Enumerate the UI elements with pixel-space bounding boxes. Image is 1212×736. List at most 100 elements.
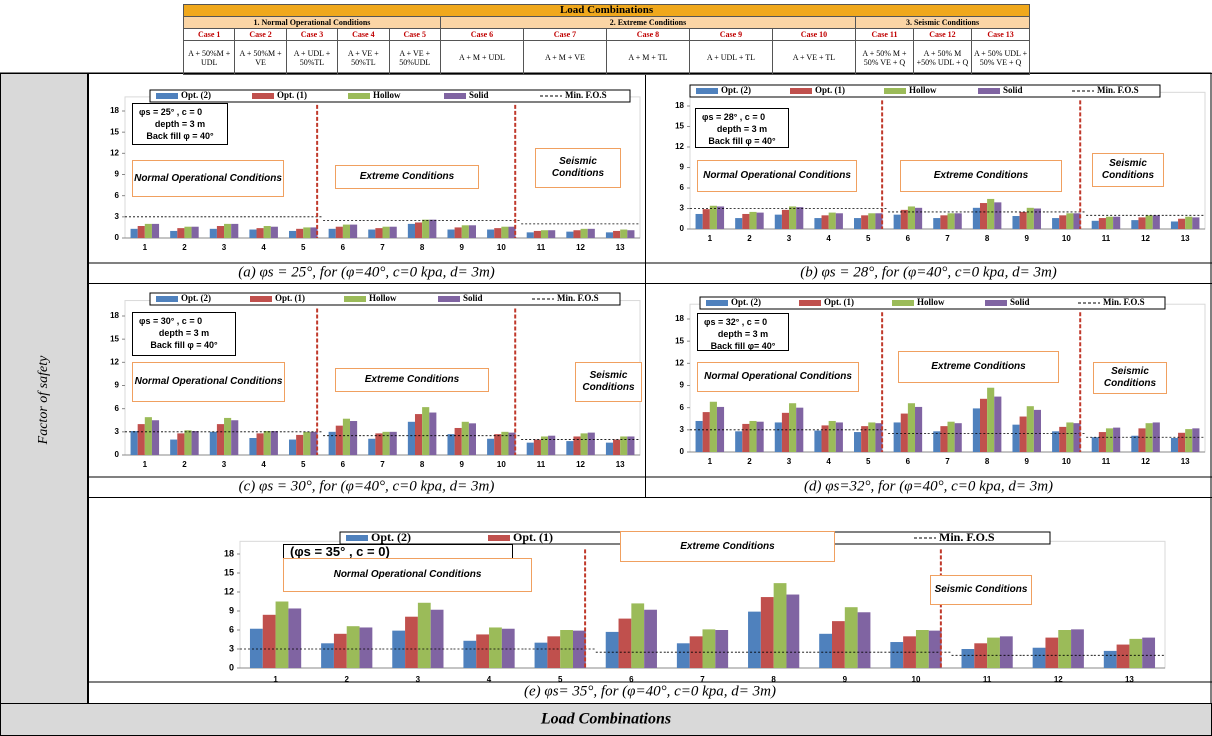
bar (933, 431, 941, 452)
y-tick-label: 15 (224, 567, 234, 577)
bar (987, 637, 1000, 668)
x-tick-label: 13 (616, 460, 625, 469)
bar (461, 225, 469, 238)
bar (702, 412, 710, 452)
parameter: Back fill φ= 40° (710, 341, 776, 351)
bar (1033, 409, 1041, 452)
bar (1032, 647, 1046, 668)
bar (534, 642, 548, 668)
bar (861, 215, 869, 229)
y-tick-label: 15 (675, 336, 684, 345)
bar (1192, 428, 1200, 452)
bar (972, 207, 980, 229)
bar (414, 414, 423, 455)
case-row: Case 1 Case 2 Case 3 Case 4 Case 5 Case 6 Case… (182, 28, 1031, 41)
bar (1129, 638, 1143, 668)
bar (933, 218, 941, 229)
desc-row: A + 50%M + UDL A + 50%M + VE A + UDL + 50%… (182, 40, 1031, 75)
region-label: Seismic Conditions (575, 362, 642, 402)
bar (716, 206, 725, 229)
bar (184, 226, 192, 238)
bar (487, 229, 495, 238)
x-tick-label: 9 (1025, 234, 1030, 243)
bar (1033, 208, 1041, 229)
region-label: Seismic Conditions (1093, 362, 1167, 394)
case-description: A + M + UDL (439, 40, 524, 75)
title-row: Load Combinations (182, 4, 1031, 17)
legend-swatch (344, 296, 366, 302)
legend-label: Hollow (373, 90, 401, 100)
case-label: Case 4 (337, 28, 390, 41)
x-tick-label: 3 (416, 675, 421, 684)
bar (501, 226, 509, 238)
bar (1178, 432, 1186, 452)
case-label: Case 3 (285, 28, 339, 41)
bar (447, 434, 455, 455)
bar (994, 396, 1002, 452)
bar (335, 226, 343, 238)
bar (249, 438, 257, 455)
legend-label: Solid (463, 293, 483, 303)
bar (417, 602, 431, 668)
x-tick-label: 2 (345, 675, 350, 684)
bar (715, 630, 729, 668)
y-tick-label: 9 (115, 381, 120, 390)
bar (414, 222, 423, 238)
x-tick-label: 10 (1062, 457, 1071, 466)
bar (1105, 428, 1114, 452)
bar (854, 432, 862, 452)
bar (461, 421, 469, 455)
case-description: A + VE + 50%UDL (388, 40, 441, 75)
legend-swatch (252, 93, 274, 99)
bar (748, 611, 761, 668)
bar (533, 439, 541, 455)
y-tick-label: 18 (675, 314, 684, 323)
bar (177, 433, 185, 455)
bar (231, 223, 239, 238)
y-tick-label: 0 (229, 662, 234, 672)
legend-swatch (156, 296, 178, 302)
bar (573, 230, 581, 238)
x-tick-label: 7 (945, 457, 950, 466)
bar (508, 226, 516, 238)
bar (177, 228, 185, 238)
group-row: 1. Normal Operational Conditions 2. Extre… (183, 16, 1031, 29)
legend-label: Hollow (917, 297, 945, 307)
legend-swatch (884, 88, 906, 94)
parameter: depth = 3 m (158, 328, 210, 338)
x-tick-label: 12 (576, 460, 585, 469)
x-tick-label: 4 (826, 457, 831, 466)
bar (915, 406, 923, 452)
bar (814, 218, 822, 229)
x-tick-label: 7 (945, 234, 950, 243)
bar (501, 628, 515, 668)
x-tick-label: 2 (182, 460, 187, 469)
bar (890, 642, 904, 668)
y-tick-label: 12 (110, 148, 119, 157)
case-description: A + 50%M + VE (234, 40, 287, 75)
bar (587, 228, 595, 238)
y-tick-label: 6 (680, 183, 685, 192)
bar (627, 230, 635, 238)
bar (821, 425, 829, 452)
bar (191, 226, 199, 238)
bar (605, 232, 614, 238)
bar (1059, 426, 1067, 452)
bar (321, 643, 334, 668)
bar (947, 213, 955, 229)
bar (1185, 216, 1193, 229)
bar (263, 226, 271, 238)
bar (368, 438, 376, 455)
legend-label: Hollow (369, 293, 397, 303)
bar (749, 211, 757, 229)
bar (368, 229, 376, 238)
legend-label: Solid (1010, 297, 1030, 307)
bar (742, 423, 750, 452)
parameter: φs = 32° , c = 0 (704, 317, 768, 327)
parameter-box: φs = 28° , c = 0 depth = 3 m Back fill φ =… (695, 108, 789, 148)
bar (184, 430, 192, 455)
bar (1131, 435, 1139, 452)
case-description: A + UDL + TL (688, 40, 773, 75)
bar (275, 601, 289, 668)
case-label: Case 10 (771, 28, 856, 41)
